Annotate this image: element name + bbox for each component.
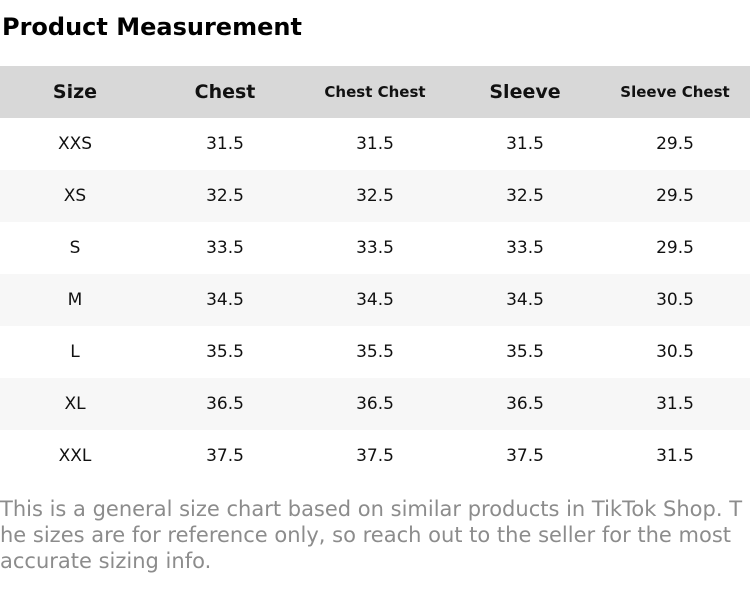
- measurement-cell: 35.5: [356, 342, 394, 362]
- measurement-cell: 36.5: [356, 394, 394, 414]
- table-row: XL 36.5 36.5 36.5 31.5: [0, 378, 750, 430]
- measurement-cell: 33.5: [356, 238, 394, 258]
- measurement-cell: 32.5: [356, 186, 394, 206]
- measurement-cell: 31.5: [356, 134, 394, 154]
- measurement-cell: 32.5: [506, 186, 544, 206]
- measurement-cell: 34.5: [506, 290, 544, 310]
- measurement-cell: 31.5: [656, 394, 694, 414]
- size-cell: L: [70, 342, 80, 362]
- size-cell: XXS: [57, 134, 93, 154]
- size-chart-table: Size Chest Chest Chest Sleeve Sleeve Che…: [0, 66, 750, 482]
- table-row: L 35.5 35.5 35.5 30.5: [0, 326, 750, 378]
- column-header-size: Size: [52, 81, 98, 103]
- table-row: XXS 31.5 31.5 31.5 29.5: [0, 118, 750, 170]
- table-row: XS 32.5 32.5 32.5 29.5: [0, 170, 750, 222]
- measurement-cell: 34.5: [356, 290, 394, 310]
- table-row: M 34.5 34.5 34.5 30.5: [0, 274, 750, 326]
- column-header-sleeve-chest: Sleeve Chest: [620, 83, 730, 101]
- measurement-cell: 32.5: [206, 186, 244, 206]
- measurement-cell: 29.5: [656, 238, 694, 258]
- size-cell: S: [69, 238, 81, 258]
- measurement-cell: 37.5: [206, 446, 244, 466]
- size-cell: XS: [63, 186, 87, 206]
- measurement-cell: 35.5: [506, 342, 544, 362]
- measurement-cell: 31.5: [656, 446, 694, 466]
- size-cell: XL: [64, 394, 86, 414]
- measurement-cell: 30.5: [656, 342, 694, 362]
- measurement-cell: 34.5: [206, 290, 244, 310]
- size-cell: XXL: [58, 446, 92, 466]
- measurement-cell: 29.5: [656, 186, 694, 206]
- measurement-cell: 35.5: [206, 342, 244, 362]
- measurement-cell: 33.5: [206, 238, 244, 258]
- measurement-cell: 30.5: [656, 290, 694, 310]
- measurement-cell: 31.5: [506, 134, 544, 154]
- column-header-chest: Chest: [194, 81, 256, 103]
- measurement-cell: 33.5: [506, 238, 544, 258]
- measurement-cell: 36.5: [506, 394, 544, 414]
- column-header-chest-chest: Chest Chest: [324, 83, 426, 101]
- column-header-sleeve: Sleeve: [489, 81, 561, 103]
- measurement-cell: 36.5: [206, 394, 244, 414]
- table-row: S 33.5 33.5 33.5 29.5: [0, 222, 750, 274]
- measurement-cell: 29.5: [656, 134, 694, 154]
- table-row: XXL 37.5 37.5 37.5 31.5: [0, 430, 750, 482]
- table-header-row: Size Chest Chest Chest Sleeve Sleeve Che…: [0, 66, 750, 118]
- page-title: Product Measurement: [2, 13, 302, 41]
- measurement-cell: 31.5: [206, 134, 244, 154]
- measurement-cell: 37.5: [506, 446, 544, 466]
- measurement-cell: 37.5: [356, 446, 394, 466]
- disclaimer-text: This is a general size chart based on si…: [0, 497, 743, 573]
- size-cell: M: [67, 290, 83, 310]
